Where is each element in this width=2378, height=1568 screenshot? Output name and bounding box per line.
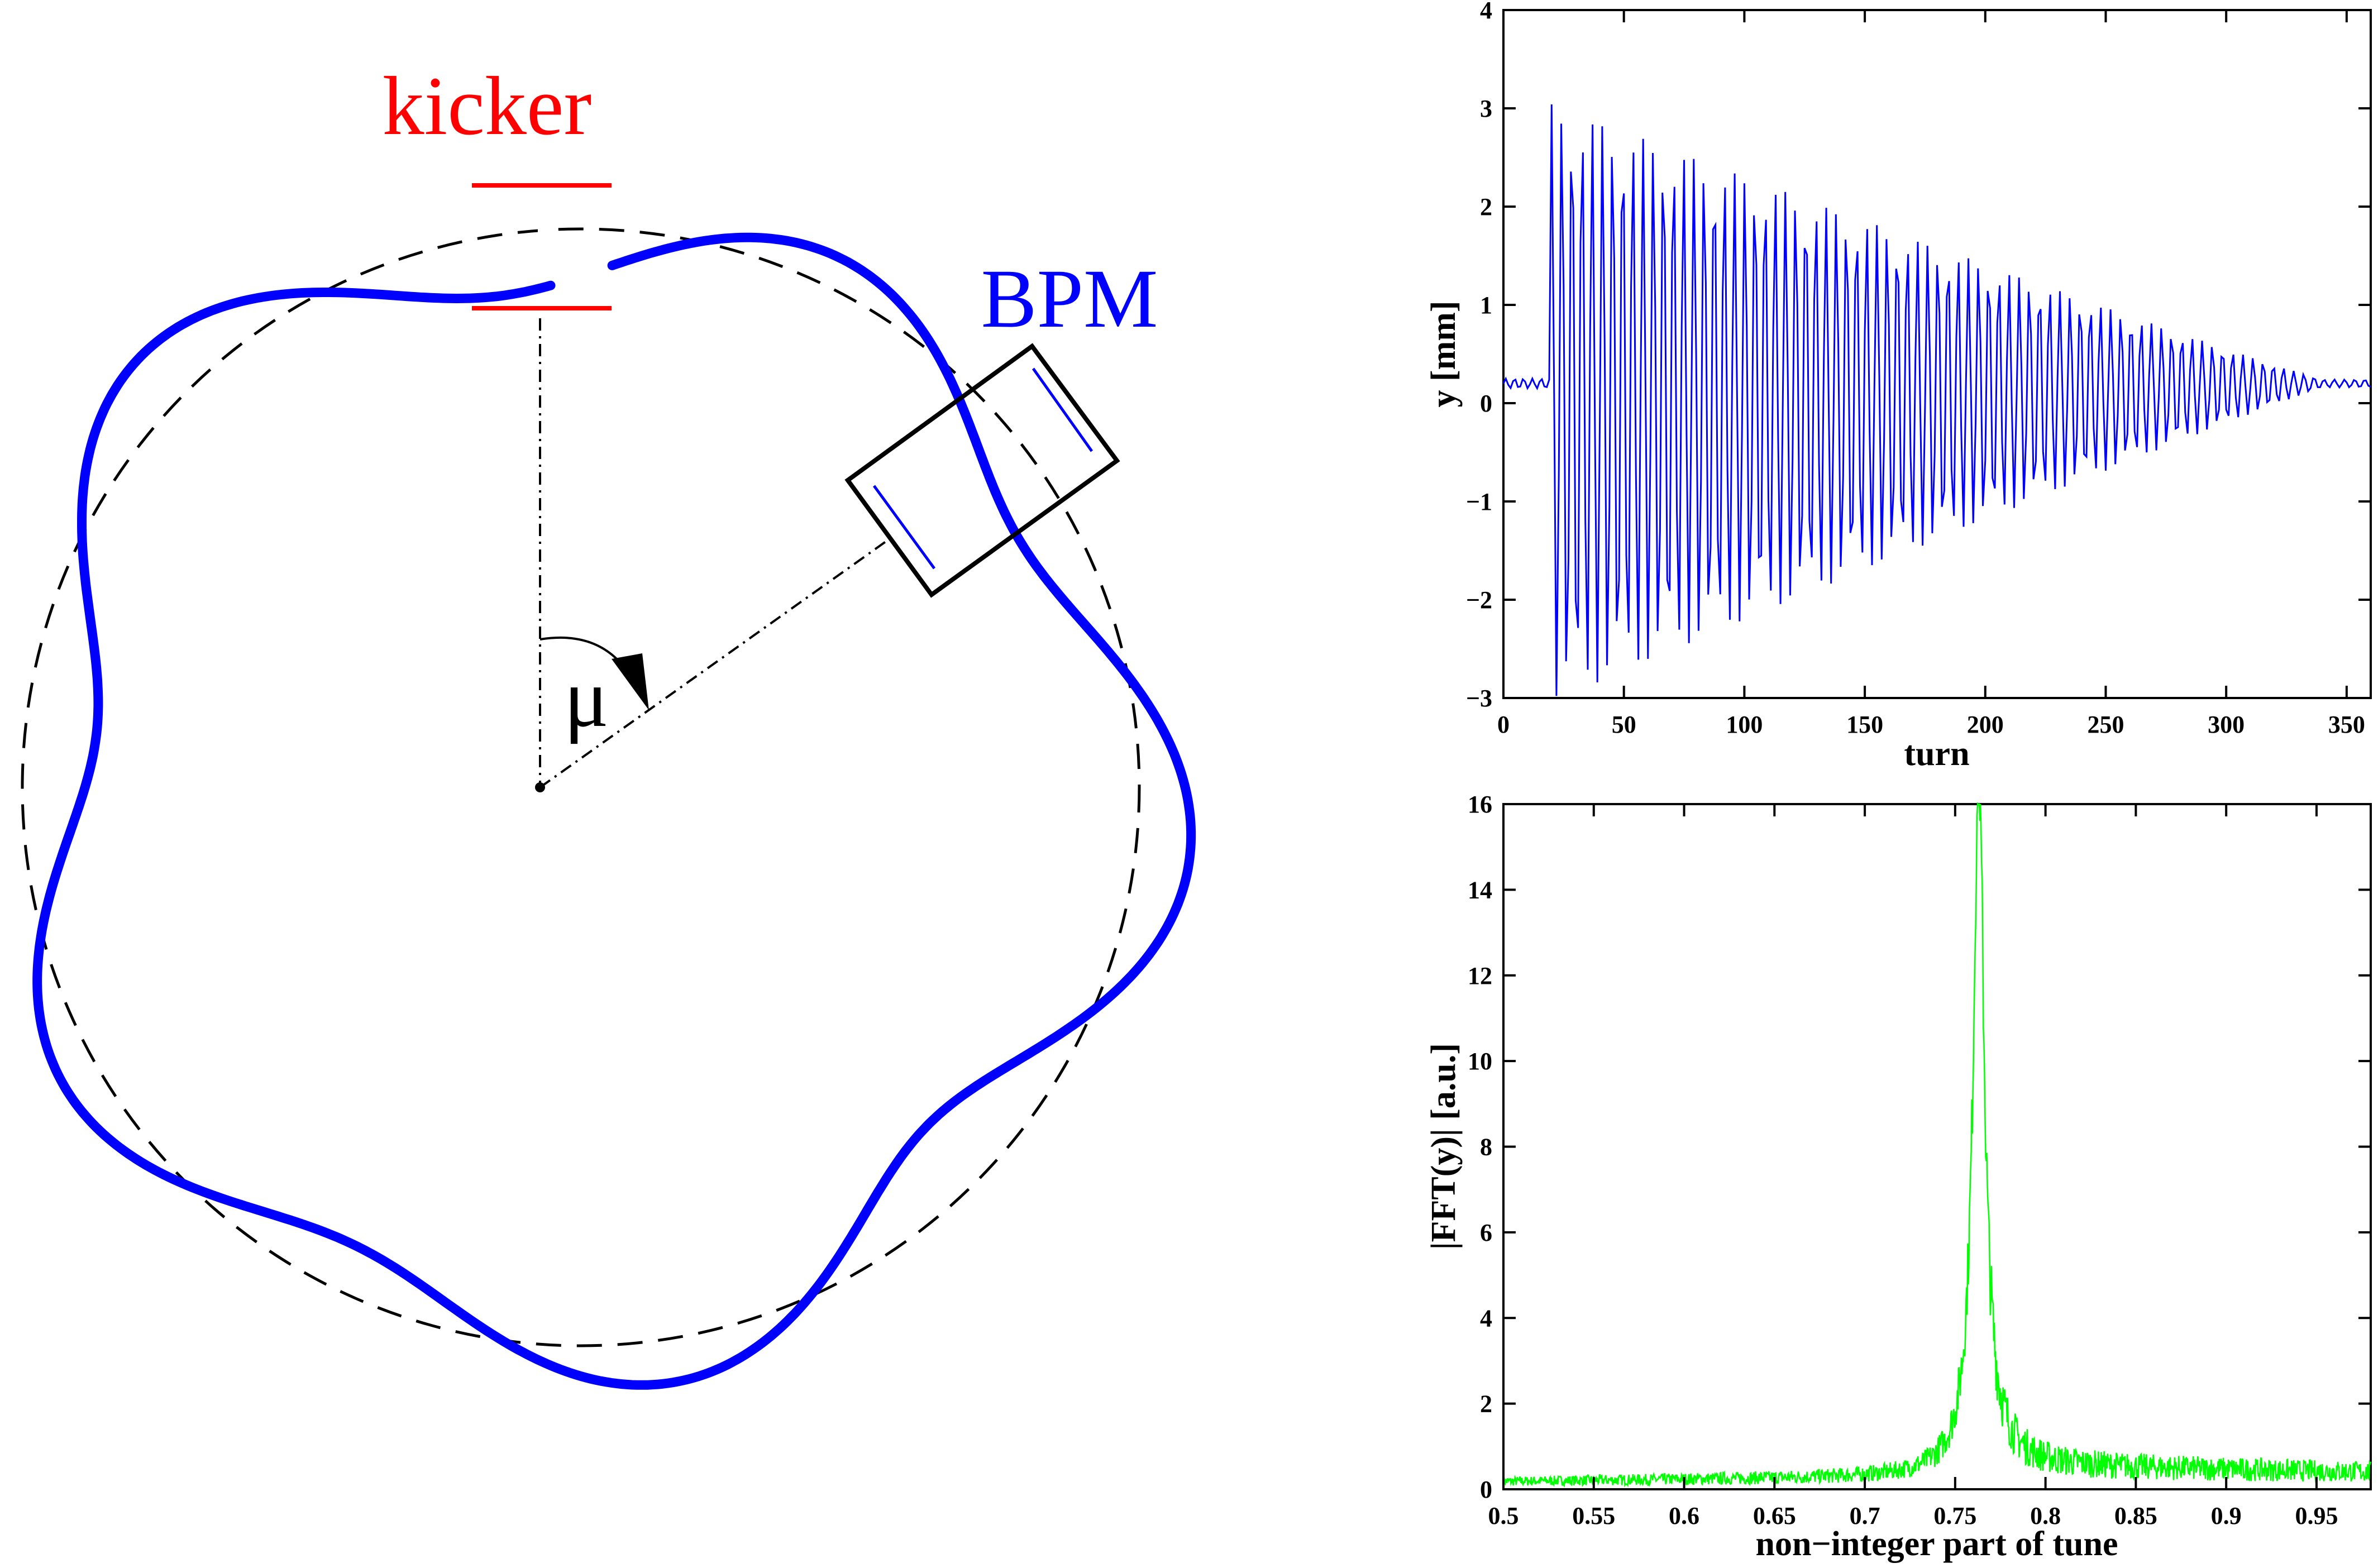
bpm-electrode-left: [872, 485, 936, 570]
chart2-x-tick-label: 0.6: [1669, 1502, 1699, 1529]
chart2-x-tick-label: 0.7: [1850, 1502, 1880, 1529]
phase-arrowhead: [612, 653, 649, 710]
chart2-y-tick-label: 6: [1480, 1219, 1492, 1246]
chart1-x-tick-label: 300: [2208, 711, 2245, 738]
chart2-y-tick-label: 8: [1480, 1134, 1492, 1161]
chart2-y-tick-label: 4: [1480, 1304, 1492, 1332]
orbit-gap: [538, 215, 549, 254]
chart-fft-spectrum: 0.5 0.55 0.6 0.65 0.7 0.75 0.8 0.85 0.9 0.95 0 2 4 6…: [1425, 791, 2372, 1563]
chart2-x-tick-label: 0.85: [2114, 1502, 2157, 1529]
chart1-x-tick-label: 200: [1967, 711, 2004, 738]
chart2-y-tick-label: 16: [1468, 791, 1492, 818]
chart2-series-line: [1502, 801, 2372, 1488]
chart1-y-tick-label: 3: [1480, 95, 1492, 122]
orbit-diagram: kicker BPM μ: [21, 60, 1196, 1390]
chart2-y-tick-label: 10: [1468, 1048, 1492, 1075]
chart1-x-tick-label: 0: [1497, 711, 1510, 738]
bpm-electrode-right: [1032, 367, 1094, 452]
reference-orbit: [21, 227, 1141, 1347]
bpm-box: [844, 343, 1120, 598]
chart1-x-tick-label: 150: [1846, 711, 1883, 738]
chart1-plot-frame: [1502, 9, 2372, 699]
chart1-y-tick-label: 0: [1480, 390, 1492, 417]
chart2-y-tick-label: 2: [1480, 1390, 1492, 1418]
orbit-center: [535, 782, 545, 792]
chart1-y-tick-label: −3: [1466, 685, 1492, 712]
chart2-x-tick-label: 0.95: [2295, 1502, 2338, 1529]
phase-arc: [539, 636, 622, 665]
chart2-x-tick-label: 0.5: [1488, 1502, 1519, 1529]
chart1-x-tick-label: 100: [1726, 711, 1763, 738]
chart1-y-tick-label: −1: [1466, 488, 1492, 515]
chart1-y-tick-label: 2: [1480, 193, 1492, 221]
chart1-series: [1502, 104, 2371, 696]
phase-label: μ: [564, 652, 609, 744]
chart1-y-tick-label: −2: [1466, 586, 1492, 614]
chart2-x-axis-label: non−integer part of tune: [1755, 1525, 2118, 1563]
chart1-x-axis: 0 50 100 150 200 250 300 350: [1497, 10, 2365, 738]
chart1-y-axis-label: y [mm]: [1425, 300, 1463, 407]
chart1-y-axis: −3 −2 −1 0 1 2 3 4: [1466, 0, 2371, 712]
chart2-y-axis: 0 2 4 6 8 10 12 14 16: [1468, 791, 2371, 1503]
chart2-x-tick-label: 0.65: [1753, 1502, 1796, 1529]
chart2-y-tick-label: 14: [1468, 876, 1492, 903]
chart-turn-by-turn: 0 50 100 150 200 250 300 350 −3 −2 −1 0 1 2 3 4 turn y…: [1425, 0, 2372, 773]
chart1-x-tick-label: 50: [1612, 711, 1636, 738]
chart1-y-tick-label: 1: [1480, 291, 1492, 319]
bpm-phase-line: [539, 535, 895, 788]
bpm-label: BPM: [981, 252, 1158, 345]
kicker-label: kicker: [383, 60, 592, 152]
chart2-plot-frame: [1502, 803, 2372, 1490]
chart2-x-tick-label: 0.75: [1933, 1502, 1976, 1529]
chart2-y-tick-label: 12: [1468, 962, 1492, 989]
chart1-x-axis-label: turn: [1904, 735, 1969, 773]
chart2-y-tick-label: 0: [1480, 1476, 1492, 1503]
chart1-x-tick-label: 250: [2087, 711, 2124, 738]
chart2-x-tick-label: 0.9: [2211, 1502, 2242, 1529]
chart2-y-axis-label: |FFT(y)| [a.u.]: [1425, 1043, 1463, 1250]
distorted-orbit: [32, 232, 1196, 1390]
chart1-x-tick-label: 350: [2328, 711, 2365, 738]
chart2-x-tick-label: 0.8: [2030, 1502, 2061, 1529]
chart2-x-axis: 0.5 0.55 0.6 0.65 0.7 0.75 0.8 0.85 0.9 0.95: [1488, 804, 2338, 1529]
chart1-series-line: [1502, 104, 2371, 696]
chart2-series: [1502, 801, 2372, 1488]
chart2-x-tick-label: 0.55: [1572, 1502, 1615, 1529]
chart1-y-tick-label: 4: [1480, 0, 1492, 24]
